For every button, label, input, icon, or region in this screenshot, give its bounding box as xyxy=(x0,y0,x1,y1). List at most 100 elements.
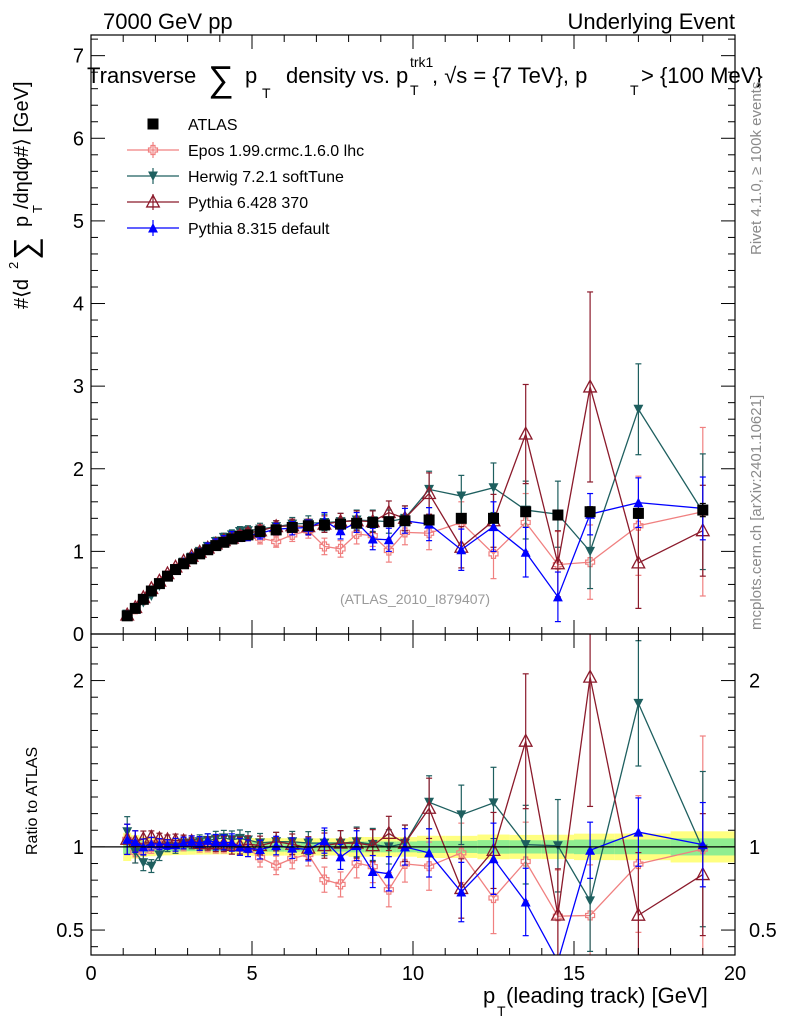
marker-triangle-up xyxy=(383,868,394,879)
marker-square xyxy=(186,553,198,565)
series-line-ratio xyxy=(126,701,704,903)
marker-triangle-up xyxy=(383,534,394,545)
marker-triangle-open xyxy=(145,193,161,208)
marker-cross xyxy=(585,557,596,568)
marker-square xyxy=(423,514,435,526)
marker-triangle-up xyxy=(255,844,265,855)
ylabel-t: T xyxy=(30,205,45,213)
marker-triangle-up xyxy=(633,497,644,508)
series-line-main xyxy=(126,407,704,615)
marker-square xyxy=(520,506,532,518)
marker-triangle-down xyxy=(488,483,499,493)
y-tick-label-ratio: 1 xyxy=(73,837,84,859)
marker-triangle-down xyxy=(633,404,644,415)
marker-square xyxy=(399,515,411,527)
marker-triangle-up xyxy=(335,851,346,862)
marker-square xyxy=(153,578,165,590)
title-t: T xyxy=(262,85,271,101)
marker-triangle-up xyxy=(226,837,237,848)
marker-square xyxy=(552,509,564,521)
ylabel-p: p xyxy=(11,216,33,227)
marker-triangle-up xyxy=(146,838,157,849)
marker-square xyxy=(286,521,298,533)
marker-triangle-down xyxy=(138,858,149,868)
marker-cross xyxy=(254,852,266,863)
title-sup: trk1 xyxy=(410,54,434,70)
marker-square xyxy=(632,507,644,519)
y-tick-label-main: 2 xyxy=(73,459,84,481)
marker-triangle-open xyxy=(631,907,646,921)
marker-square xyxy=(697,504,709,516)
marker-triangle-up xyxy=(552,591,563,602)
series-line-main xyxy=(126,386,704,616)
marker-triangle-up xyxy=(243,843,253,853)
side-label-rivet: Rivet 4.1.0, ≥ 100k events xyxy=(748,82,765,255)
marker-cross xyxy=(335,879,346,890)
x-tick-label: 10 xyxy=(402,963,424,985)
marker-triangle-down xyxy=(520,840,531,850)
marker-triangle-up xyxy=(424,847,435,858)
marker-triangle-down xyxy=(633,698,644,709)
analysis-id: (ATLAS_2010_I879407) xyxy=(340,591,490,607)
marker-triangle-open xyxy=(582,669,598,683)
plot-title: Transverse ∑ p T density vs. p trk1 T , … xyxy=(87,54,763,101)
series-line-ratio xyxy=(127,677,704,917)
marker-square xyxy=(455,512,467,524)
marker-cross xyxy=(456,847,467,858)
marker-square xyxy=(302,520,314,532)
x-axis-label: p T (leading track) [GeV] xyxy=(483,983,708,1019)
marker-triangle-open xyxy=(582,378,598,393)
marker-square xyxy=(218,536,230,548)
title-text-c: , √s = {7 TeV}, p xyxy=(432,63,587,88)
marker-triangle-up xyxy=(287,843,298,853)
marker-triangle-open xyxy=(365,837,381,852)
ylabel-sum: ∑ xyxy=(7,237,43,260)
marker-square xyxy=(145,585,157,597)
marker-square xyxy=(254,526,266,538)
marker-triangle-down xyxy=(456,810,467,820)
y-axis-label-main: #⟨d 2 ∑ p T /dηdφ#⟩ [GeV] xyxy=(6,81,45,309)
y-axis-label-ratio: Ratio to ATLAS xyxy=(24,747,41,855)
y-tick-label-main: 3 xyxy=(73,376,84,398)
marker-triangle-open xyxy=(550,555,566,570)
y-tick-label-ratio-right: 0.5 xyxy=(749,920,777,942)
marker-triangle-up xyxy=(520,547,531,557)
x-tick-label: 15 xyxy=(563,963,585,985)
header-right: Underlying Event xyxy=(567,9,735,34)
xlabel-t: T xyxy=(497,1003,506,1019)
marker-triangle-up xyxy=(122,834,133,844)
marker-cross xyxy=(319,874,330,885)
marker-square xyxy=(137,593,149,605)
marker-triangle-open xyxy=(381,825,397,840)
y-tick-label-main: 0 xyxy=(73,624,84,646)
y-tick-label-ratio: 2 xyxy=(73,671,84,693)
marker-cross xyxy=(488,892,499,904)
y-tick-label-main: 4 xyxy=(73,294,84,316)
legend: ATLAS Epos 1.99.crmc.1.6.0 lhc Herwig 7.2.… xyxy=(127,117,364,238)
marker-triangle-open xyxy=(518,733,534,747)
legend-label: Pythia 6.428 370 xyxy=(188,195,308,212)
marker-triangle-up xyxy=(186,836,197,846)
x-tick-label: 5 xyxy=(246,963,257,985)
xlabel-p: p xyxy=(483,983,495,1008)
xlabel-rest: (leading track) [GeV] xyxy=(506,983,708,1008)
marker-triangle-down xyxy=(585,546,596,557)
title-text-b: density vs. p xyxy=(286,63,408,88)
marker-triangle-open xyxy=(421,800,437,814)
marker-cross xyxy=(585,910,596,921)
marker-triangle-up xyxy=(335,525,346,536)
marker-triangle-up xyxy=(194,838,205,848)
marker-cross xyxy=(552,911,563,922)
ylabel-two: 2 xyxy=(6,262,21,269)
marker-square xyxy=(170,564,182,576)
marker-triangle-down xyxy=(154,850,165,861)
marker-cross xyxy=(335,543,346,555)
marker-triangle-down xyxy=(148,171,158,181)
marker-triangle-open xyxy=(518,425,534,440)
legend-label: Epos 1.99.crmc.1.6.0 lhc xyxy=(188,143,364,160)
marker-triangle-up xyxy=(148,223,158,233)
marker-triangle-down xyxy=(488,798,499,808)
marker-triangle-up xyxy=(130,836,141,847)
marker-triangle-up xyxy=(488,853,499,864)
title-p: p xyxy=(245,63,257,88)
